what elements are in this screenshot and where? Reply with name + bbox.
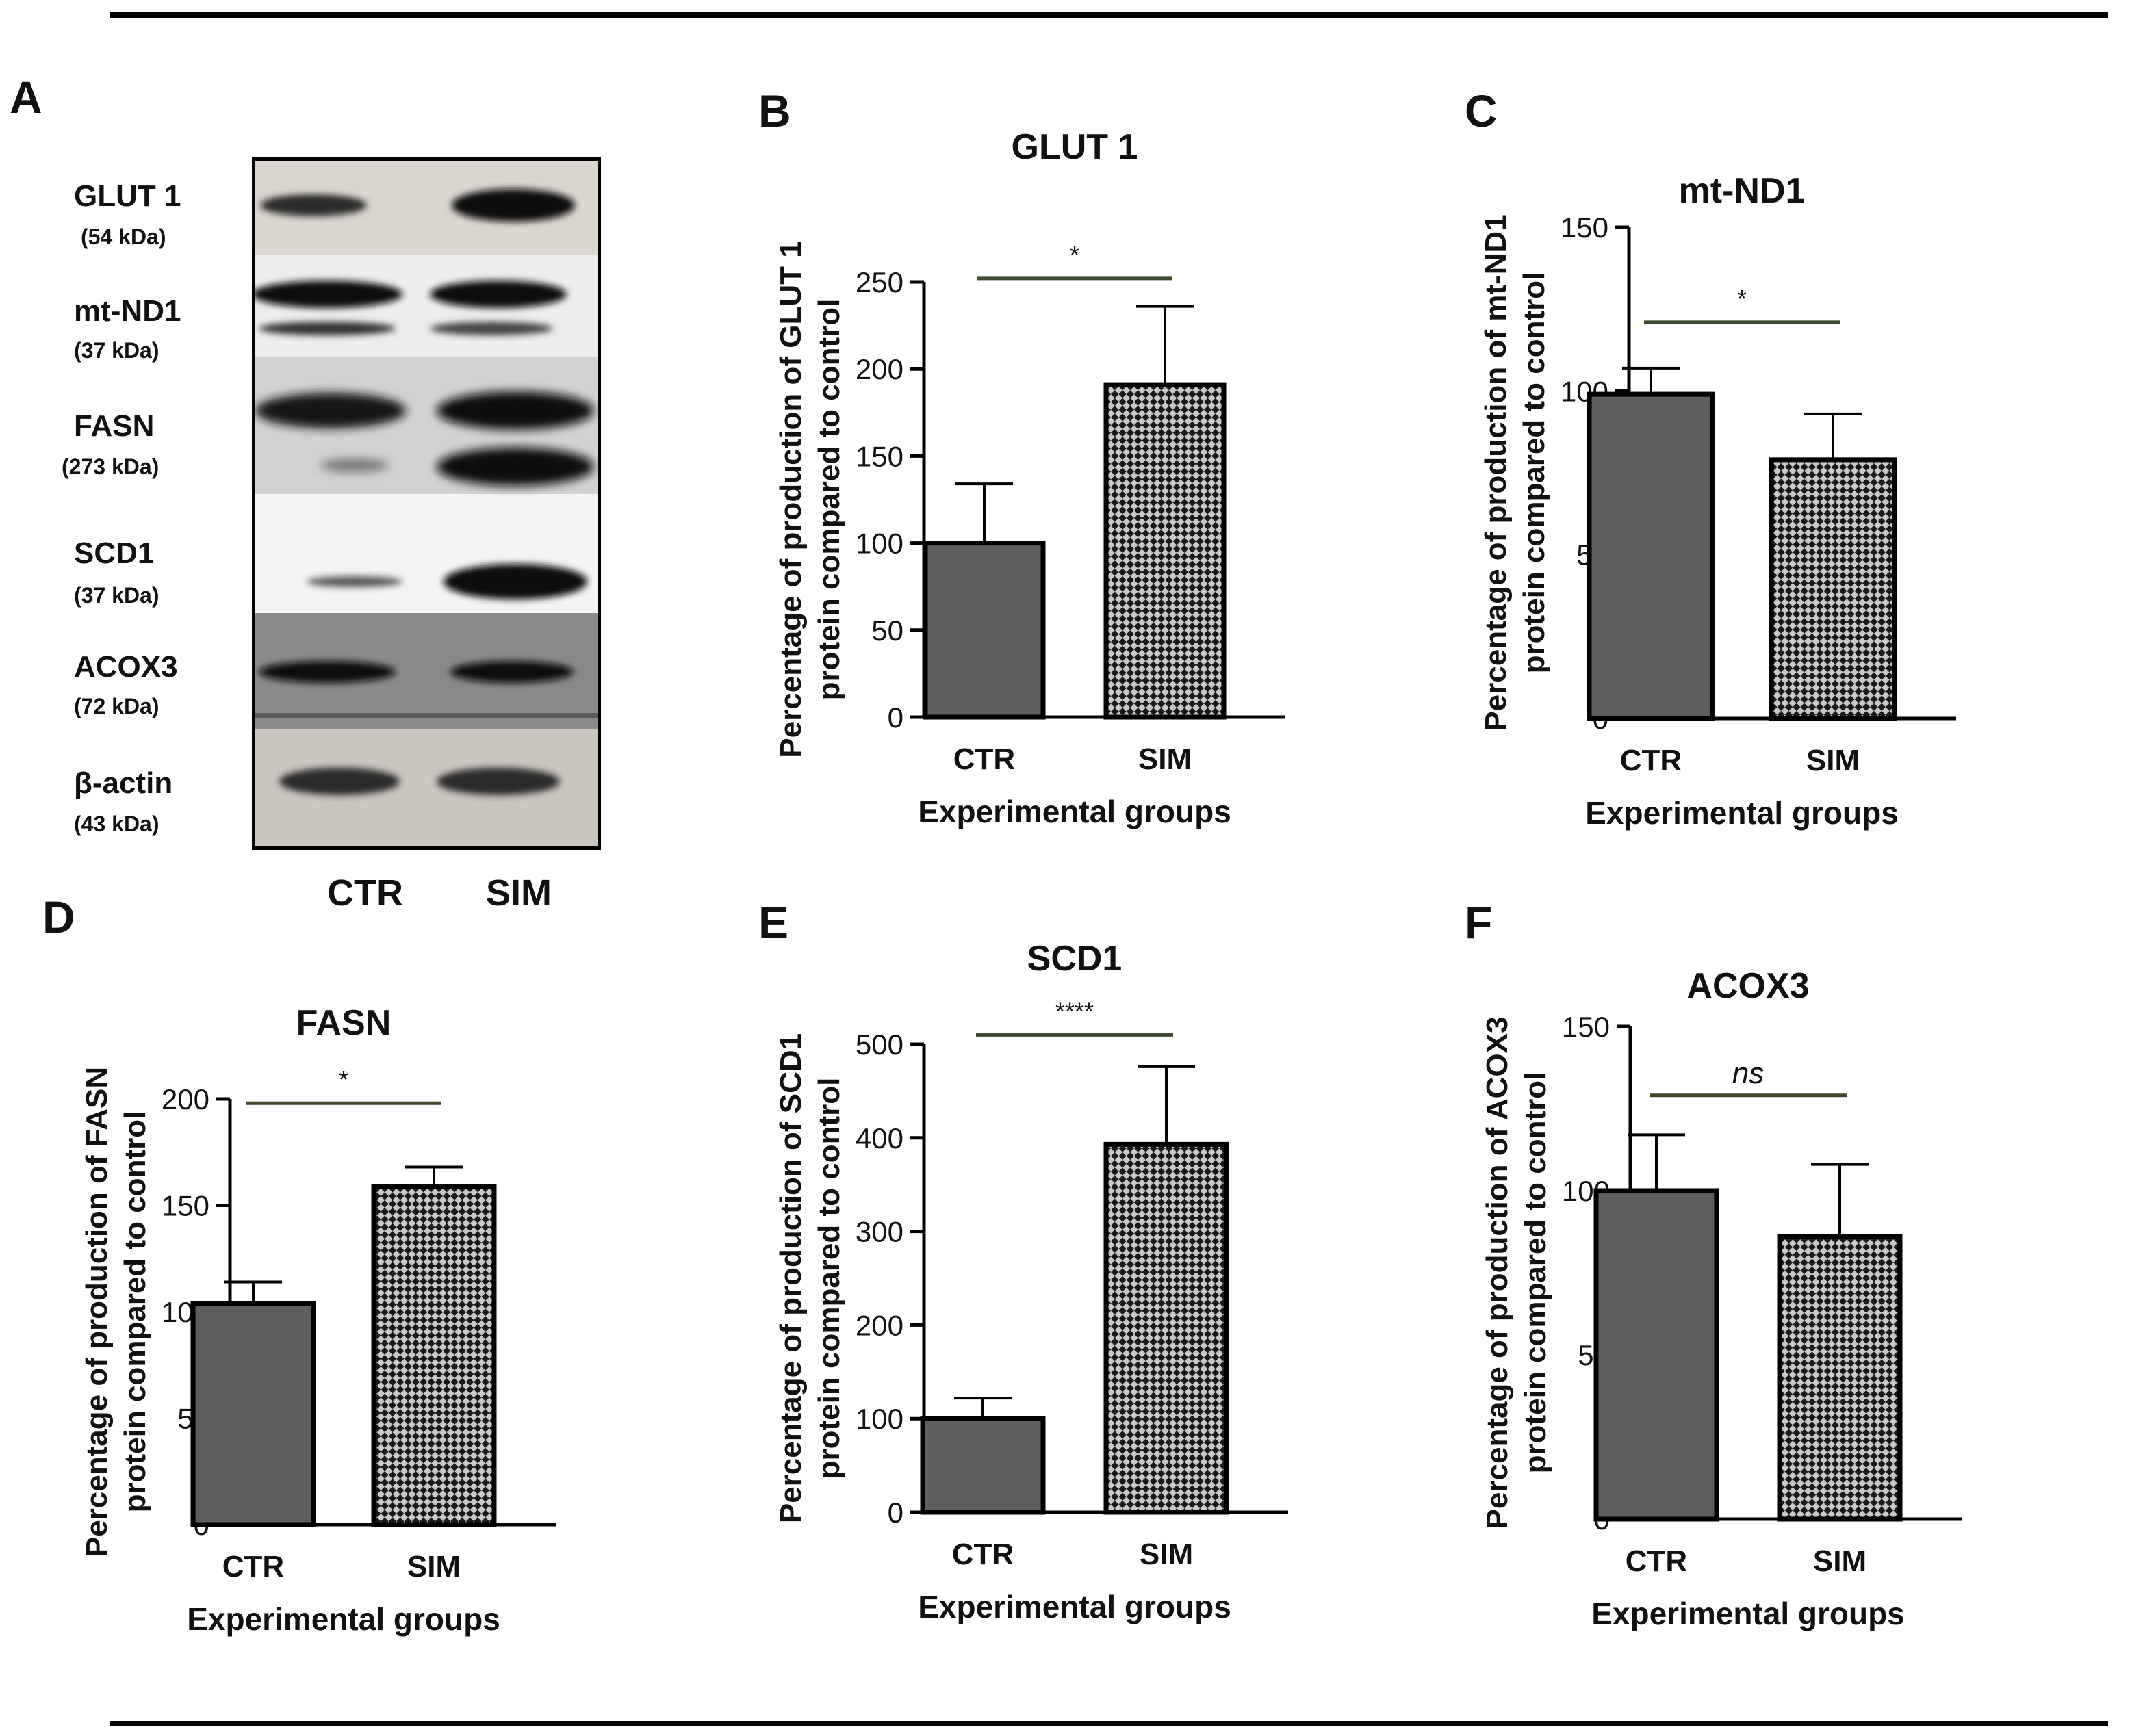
- x-axis-label: Experimental groups: [187, 1601, 500, 1637]
- blot-kda-acox3: (72 kDa): [74, 694, 159, 718]
- bar-ctr: [190, 1301, 316, 1527]
- lane-label-ctr: CTR: [327, 872, 403, 914]
- chart-mtnd1: mt-ND1050100150CTRSIMExperimental groups…: [1479, 171, 1956, 831]
- x-tick-label: CTR: [1620, 744, 1682, 777]
- chart-title: SCD1: [1027, 939, 1122, 979]
- y-axis-label-line1: Percentage of production of ACOX3: [1480, 1017, 1514, 1529]
- x-axis-label: Experimental groups: [1585, 795, 1899, 831]
- top-rule: [110, 12, 2108, 18]
- y-tick-label: 100: [856, 528, 903, 560]
- x-tick-label: SIM: [1138, 742, 1192, 776]
- bottom-rule: [110, 1721, 2108, 1726]
- panel-letter-b: B: [758, 86, 791, 136]
- y-tick-label: 300: [856, 1216, 903, 1248]
- blot-kda-beta-actin: (43 kDa): [74, 812, 159, 836]
- y-axis-label-line2: protein compared to control: [812, 1078, 846, 1479]
- x-axis-label: Experimental groups: [1591, 1596, 1905, 1631]
- y-tick-label: 150: [856, 440, 903, 472]
- x-tick-label: SIM: [1813, 1544, 1866, 1578]
- bar-sim: [371, 1184, 497, 1527]
- bar-ctr: [1593, 1188, 1719, 1522]
- chart-scd1: SCD1 0 100 200 300 400 500 CTR SIM Experimental g…: [774, 939, 1288, 1624]
- blot-label-glut1: GLUT 1: [74, 179, 181, 213]
- x-tick-label: SIM: [1806, 744, 1860, 777]
- y-tick-label: 0: [888, 701, 903, 734]
- bar-sim: [1103, 382, 1227, 720]
- panel-letter-e: E: [758, 897, 789, 948]
- blot-label-mtnd1: mt-ND1: [74, 294, 181, 328]
- y-tick-label: 250: [856, 266, 903, 298]
- significance-label: *: [1737, 285, 1747, 313]
- blot-kda-mtnd1: (37 kDa): [74, 338, 159, 363]
- y-tick-label: 150: [1562, 1011, 1610, 1043]
- x-axis-label: Experimental groups: [918, 1589, 1231, 1624]
- chart-title: GLUT 1: [1012, 127, 1138, 167]
- bar-ctr: [920, 1416, 1046, 1515]
- x-axis-label: Experimental groups: [918, 794, 1231, 829]
- y-tick-label: 200: [162, 1083, 209, 1115]
- significance-label: *: [339, 1065, 348, 1093]
- panel-letter-d: D: [42, 892, 75, 942]
- y-tick-label: 500: [856, 1028, 903, 1061]
- bar-ctr: [1587, 391, 1715, 721]
- chart-title: ACOX3: [1686, 966, 1809, 1006]
- y-tick-label: 200: [856, 1309, 903, 1341]
- chart-title: FASN: [296, 1003, 392, 1043]
- bar-sim: [1769, 457, 1897, 721]
- bar-sim: [1777, 1234, 1903, 1522]
- significance-label: ns: [1732, 1057, 1764, 1090]
- y-axis-label-line1: Percentage of production of GLUT 1: [774, 241, 808, 757]
- x-tick-label: CTR: [222, 1550, 284, 1583]
- y-tick-label: 100: [856, 1403, 903, 1435]
- panel-letter-a: A: [10, 72, 42, 122]
- y-tick-label: 200: [856, 353, 903, 385]
- y-axis-label-line2: protein compared to control: [1517, 272, 1551, 674]
- bar-ctr: [923, 541, 1046, 720]
- y-tick-label: 150: [162, 1190, 209, 1222]
- chart-glut1: GLUT 1 0 50 100 150 200 250 CTR SIM Experimental …: [774, 127, 1285, 829]
- significance-label: ****: [1055, 997, 1094, 1025]
- y-axis-label-line1: Percentage of production of SCD1: [774, 1033, 808, 1523]
- y-tick-label: 50: [871, 614, 903, 647]
- y-axis-label-line2: protein compared to control: [812, 299, 846, 701]
- x-tick-label: CTR: [953, 742, 1015, 776]
- panel-letter-c: C: [1465, 86, 1498, 136]
- x-tick-label: CTR: [1626, 1544, 1687, 1578]
- lane-label-sim: SIM: [486, 872, 552, 914]
- chart-fasn: FASN050100150200CTRSIMExperimental group…: [80, 1003, 556, 1637]
- blot-image: [252, 157, 601, 850]
- x-tick-label: SIM: [407, 1550, 461, 1583]
- x-tick-label: CTR: [952, 1538, 1014, 1571]
- y-tick-label: 150: [1561, 211, 1608, 244]
- chart-acox3: ACOX3050100150CTRSIMExperimental groupsP…: [1480, 966, 1962, 1631]
- x-tick-label: SIM: [1140, 1538, 1193, 1571]
- panel-letter-f: F: [1465, 897, 1493, 948]
- y-axis-label-line2: protein compared to control: [118, 1111, 152, 1513]
- blot-kda-fasn: (273 kDa): [62, 454, 159, 479]
- blot-label-beta-actin: β-actin: [74, 766, 173, 800]
- blot-label-scd1: SCD1: [74, 536, 155, 570]
- chart-title: mt-ND1: [1679, 171, 1806, 211]
- blot-label-fasn: FASN: [74, 409, 155, 443]
- blot-kda-glut1: (54 kDa): [81, 224, 166, 249]
- y-tick-label: 400: [856, 1122, 903, 1154]
- y-axis-label-line1: Percentage of production of mt-ND1: [1479, 214, 1513, 731]
- y-axis-label-line1: Percentage of production of FASN: [80, 1067, 114, 1557]
- significance-label: *: [1070, 241, 1079, 269]
- y-tick-label: 0: [888, 1497, 903, 1529]
- y-axis-label-line2: protein compared to control: [1519, 1072, 1552, 1474]
- bar-sim: [1103, 1141, 1229, 1515]
- blot-label-acox3: ACOX3: [74, 650, 178, 684]
- blot-kda-scd1: (37 kDa): [74, 583, 159, 608]
